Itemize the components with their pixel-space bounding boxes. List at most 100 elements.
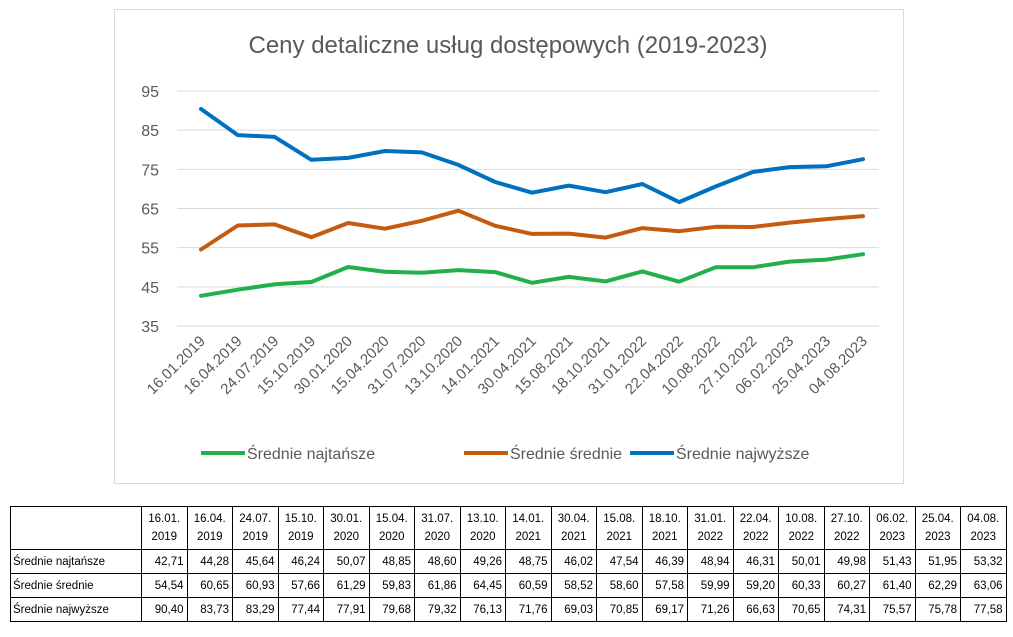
table-cell: 50,07	[323, 549, 370, 574]
table-cell: 59,20	[732, 573, 779, 598]
header-year: 2022	[788, 531, 815, 543]
table-cell: 60,65	[186, 573, 233, 598]
header-date: 04.08.	[967, 513, 1000, 525]
table-cell: 83,73	[186, 597, 233, 622]
table-cell: 71,76	[505, 597, 552, 622]
table-cell: 59,83	[368, 573, 415, 598]
header-date: 14.01.	[512, 513, 545, 525]
header-year: 2023	[879, 531, 906, 543]
table-cell: 71,26	[687, 597, 734, 622]
table-cell: 45,64	[232, 549, 279, 574]
header-year: 2021	[515, 531, 542, 543]
table-cell: 77,91	[323, 597, 370, 622]
table-header-cell: 06.02. 2023	[869, 506, 916, 550]
table-row-label: Średnie najtańsze	[10, 549, 142, 574]
y-tick-label: 85	[141, 123, 159, 140]
table-cell: 42,71	[141, 549, 188, 574]
table-cell: 49,26	[459, 549, 506, 574]
table-cell: 46,02	[550, 549, 597, 574]
table-header-cell: 31.07. 2020	[414, 506, 461, 550]
header-year: 2019	[242, 531, 269, 543]
table-header-cell: 15.04. 2020	[368, 506, 415, 550]
legend: Średnie najtańsze Średnie średnie Średnie …	[201, 444, 810, 463]
table-header-cell: 30.04. 2021	[550, 506, 597, 550]
table-header-cell: 13.10. 2020	[459, 506, 506, 550]
gridlines	[177, 90, 879, 327]
table-header-row: 16.01. 2019 16.04. 2019 24.07. 2019 15.10. 2019…	[10, 506, 1007, 550]
series-line-1	[199, 252, 865, 298]
header-date: 24.07.	[239, 513, 272, 525]
table-cell: 46,39	[641, 549, 688, 574]
series-lines	[199, 107, 865, 298]
table-cell: 51,43	[869, 549, 916, 574]
header-year: 2022	[742, 531, 769, 543]
table-header-cell: 22.04. 2022	[732, 506, 779, 550]
table-header-cell: 14.01. 2021	[505, 506, 552, 550]
header-date: 16.01.	[148, 513, 181, 525]
header-year: 2019	[151, 531, 178, 543]
table-cell: 47,54	[596, 549, 643, 574]
table-cell: 61,29	[323, 573, 370, 598]
table-cell: 59,99	[687, 573, 734, 598]
table-cell: 60,33	[778, 573, 825, 598]
header-year: 2020	[424, 531, 451, 543]
header-year: 2019	[287, 531, 314, 543]
header-date: 15.08.	[603, 513, 636, 525]
table-row-label: Średnie średnie	[10, 573, 142, 598]
y-tick-label: 75	[141, 162, 159, 179]
header-date: 27.10.	[830, 513, 863, 525]
table-cell: 44,28	[186, 549, 233, 574]
table-cell: 60,59	[505, 573, 552, 598]
table-header-cell: 04.08. 2023	[960, 506, 1007, 550]
table-header-cell: 25.04. 2023	[914, 506, 961, 550]
table-cell: 75,57	[869, 597, 916, 622]
table-cell: 46,31	[732, 549, 779, 574]
table-cell: 69,03	[550, 597, 597, 622]
table-cell: 63,06	[960, 573, 1007, 598]
y-tick-label: 65	[141, 202, 159, 219]
table-cell: 62,29	[914, 573, 961, 598]
y-tick-label: 45	[141, 280, 159, 297]
table-header-cell: 16.01. 2019	[141, 506, 188, 550]
table-corner-cell	[10, 506, 142, 550]
header-date: 22.04.	[739, 513, 772, 525]
header-date: 16.04.	[193, 513, 226, 525]
legend-label: Średnie najtańsze	[247, 444, 375, 463]
header-date: 30.04.	[557, 513, 590, 525]
header-year: 2022	[833, 531, 860, 543]
table-header-cell: 15.08. 2021	[596, 506, 643, 550]
line-chart: Ceny detaliczne usług dostępowych (2019-…	[141, 32, 879, 463]
table-header-cell: 24.07. 2019	[232, 506, 279, 550]
header-year: 2021	[651, 531, 678, 543]
table-cell: 60,27	[823, 573, 870, 598]
table-cell: 60,93	[232, 573, 279, 598]
table-cell: 49,98	[823, 549, 870, 574]
table-header-cell: 15.10. 2019	[277, 506, 324, 550]
header-date: 30.01.	[330, 513, 363, 525]
table-cell: 53,32	[960, 549, 1007, 574]
header-date: 13.10.	[466, 513, 499, 525]
table-cell: 48,94	[687, 549, 734, 574]
y-tick-label: 55	[141, 241, 159, 258]
table-row: Średnie najwyższe 90,40 83,73 83,29 77,44 77,…	[10, 597, 1007, 622]
table-cell: 74,31	[823, 597, 870, 622]
header-year: 2021	[606, 531, 633, 543]
table-cell: 70,85	[596, 597, 643, 622]
chart-title: Ceny detaliczne usług dostępowych (2019-…	[249, 32, 768, 59]
table-cell: 58,52	[550, 573, 597, 598]
table-cell: 61,40	[869, 573, 916, 598]
table-cell: 79,68	[368, 597, 415, 622]
table-cell: 54,54	[141, 573, 188, 598]
table-cell: 48,85	[368, 549, 415, 574]
header-year: 2023	[924, 531, 951, 543]
y-tick-label: 35	[141, 319, 159, 336]
header-date: 18.10.	[648, 513, 681, 525]
legend-label: Średnie średnie	[510, 444, 622, 463]
table-header-cell: 27.10. 2022	[823, 506, 870, 550]
header-date: 25.04.	[921, 513, 954, 525]
header-year: 2022	[697, 531, 724, 543]
table-cell: 48,60	[414, 549, 461, 574]
table-row: Średnie średnie 54,54 60,65 60,93 57,66 61,29…	[10, 573, 1007, 598]
table-cell: 77,58	[960, 597, 1007, 622]
table-cell: 57,66	[277, 573, 324, 598]
